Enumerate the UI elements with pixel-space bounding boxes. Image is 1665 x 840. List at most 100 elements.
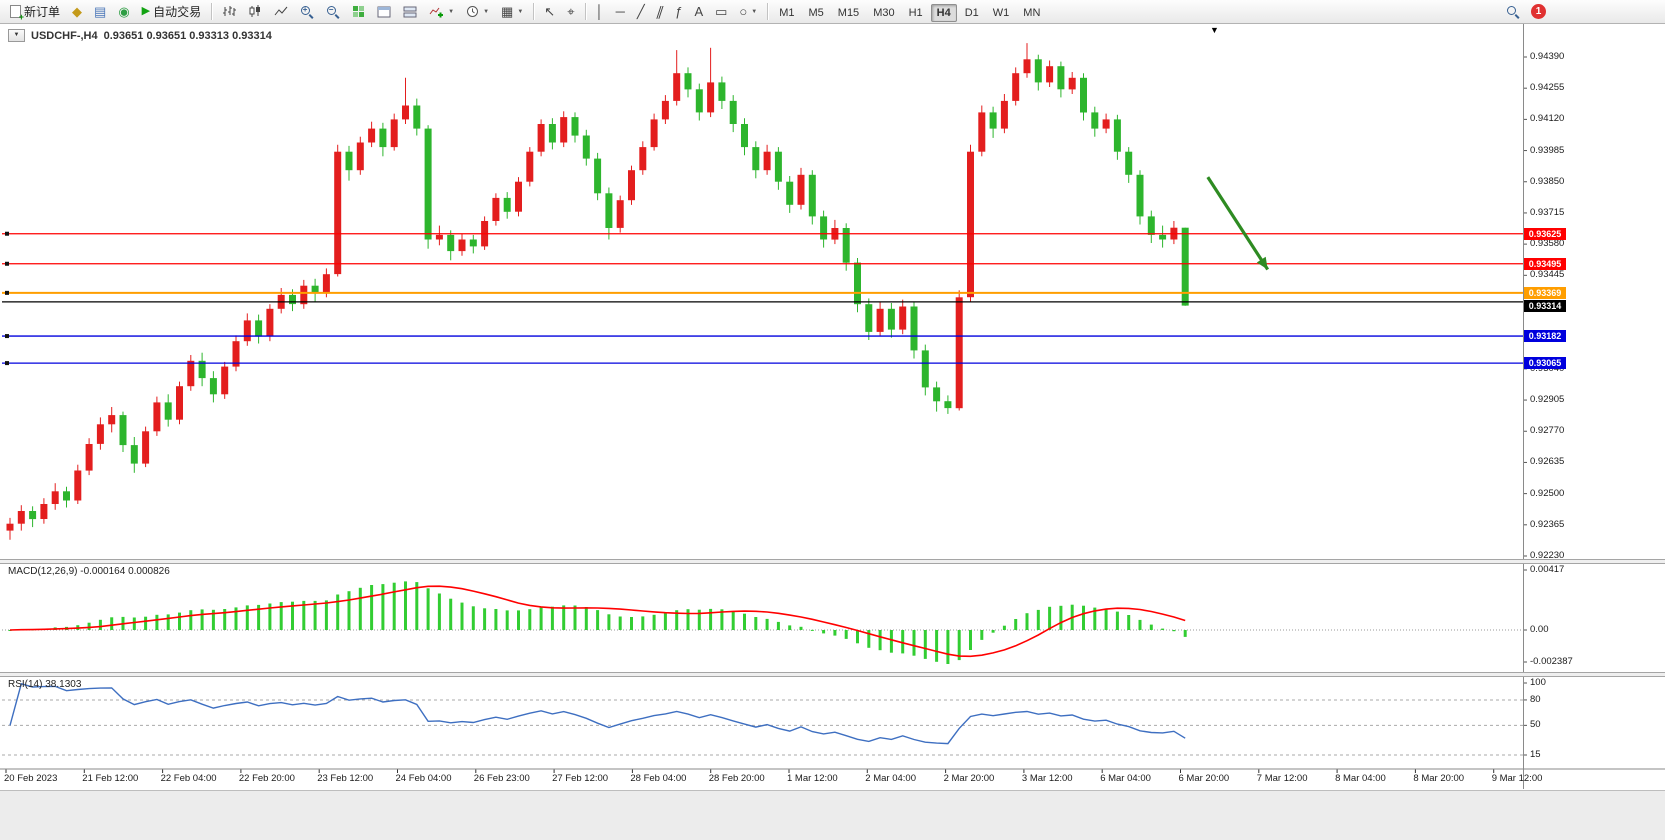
- price-axis-label: 0.92905: [1530, 394, 1565, 406]
- chart-list-icon: ◆: [72, 4, 83, 19]
- timeframe-h1-button[interactable]: H1: [908, 6, 923, 19]
- price-axis-label: 0.94120: [1530, 113, 1565, 125]
- indicators-button[interactable]: ▼: [424, 1, 459, 23]
- trendline-icon: ╱: [636, 4, 645, 19]
- time-axis-label: 2 Mar 20:00: [943, 773, 995, 784]
- text-button[interactable]: A: [689, 1, 708, 23]
- hline-price-label[interactable]: 0.93182: [1524, 330, 1566, 343]
- fibonacci-button[interactable]: ƒ: [670, 1, 687, 23]
- shapes-icon: ○: [739, 4, 748, 19]
- channel-button[interactable]: ∥: [652, 1, 669, 23]
- time-axis-label: 6 Mar 04:00: [1100, 773, 1151, 784]
- timeframe-m30-button[interactable]: M30: [873, 6, 895, 19]
- main-toolbar: 新订单 ◆ ▤ ◉ ▶ 自动交易 + − ▼ ▼ ▦▼ ↖ ⌖ │ ─ ╱ ∥ …: [0, 0, 1665, 24]
- hline-price-label[interactable]: 0.93065: [1524, 357, 1566, 370]
- macd-label: MACD(12,26,9) -0.000164 0.000826: [8, 566, 170, 577]
- shapes-button[interactable]: ○ ▼: [734, 1, 762, 23]
- rsi-line: [9, 682, 1186, 745]
- price-axis-label: 0.93445: [1530, 269, 1565, 281]
- crosshair-button[interactable]: ⌖: [562, 1, 579, 23]
- time-axis-label: 23 Feb 12:00: [317, 773, 374, 784]
- templates-button[interactable]: ▦ ▼: [496, 1, 528, 23]
- timeframe-h4-button[interactable]: H4: [930, 3, 957, 22]
- bid-price-label: 0.93314: [1524, 299, 1566, 312]
- timeframe-group: M1 M5 M15 M30 H1 H4 D1 W1 MN: [772, 3, 1047, 22]
- time-axis-label: 28 Feb 04:00: [630, 773, 687, 784]
- bar-chart-button[interactable]: [217, 1, 241, 23]
- time-axis-label: 3 Mar 12:00: [1021, 773, 1073, 784]
- template-icon: ▦: [501, 4, 514, 19]
- toolbar-separator: [584, 3, 586, 20]
- tester-icon: ◉: [118, 4, 130, 19]
- search-icon[interactable]: [1506, 5, 1520, 19]
- new-order-label: 新订单: [24, 5, 61, 19]
- zoom-out-button[interactable]: −: [321, 1, 345, 23]
- time-axis-label: 1 Mar 12:00: [787, 773, 838, 784]
- rsi-panel-splitter[interactable]: [0, 672, 1665, 677]
- toolbar-right-group: 1: [1506, 4, 1546, 19]
- auto-trading-button[interactable]: ▶ 自动交易: [137, 1, 206, 23]
- time-axis-label: 22 Feb 04:00: [160, 773, 217, 784]
- line-chart-button[interactable]: [269, 1, 293, 23]
- hline-price-label[interactable]: 0.93495: [1524, 257, 1566, 270]
- bar-chart-icon: [223, 6, 237, 16]
- candle-chart-button[interactable]: [243, 1, 267, 23]
- zoom-out-icon: −: [326, 5, 340, 19]
- time-axis-label: 22 Feb 20:00: [238, 773, 295, 784]
- text-label-icon: ▭: [715, 4, 728, 19]
- time-axis-label: 9 Mar 12:00: [1491, 773, 1543, 784]
- timeframe-mn-button[interactable]: MN: [1023, 6, 1041, 19]
- timeframe-m5-button[interactable]: M5: [808, 6, 824, 19]
- price-axis-label: 0.92635: [1530, 456, 1565, 468]
- timeframe-w1-button[interactable]: W1: [992, 6, 1010, 19]
- trend-arrow[interactable]: [1206, 176, 1270, 271]
- line-handle: [5, 290, 9, 295]
- price-axis-label: 0.93715: [1530, 206, 1565, 218]
- text-icon: A: [694, 4, 704, 19]
- tile-windows-button[interactable]: [347, 1, 370, 23]
- timeframe-m15-button[interactable]: M15: [837, 6, 860, 19]
- trendline-button[interactable]: ╱: [632, 1, 650, 23]
- line-chart-icon: [274, 6, 288, 16]
- hline-price-label[interactable]: 0.93625: [1524, 227, 1566, 240]
- tile-horizontal-button[interactable]: [398, 1, 422, 23]
- cascade-windows-button[interactable]: [372, 1, 396, 23]
- time-axis-label: 20 Feb 2023: [4, 773, 58, 784]
- macd-axis-label: 0.00417: [1530, 564, 1565, 575]
- macd-signal-line: [9, 585, 1186, 658]
- line-handle: [5, 361, 9, 366]
- ohlc-values-label: 0.93651 0.93651 0.93313 0.93314: [103, 29, 272, 42]
- macd-panel-splitter[interactable]: [0, 559, 1665, 564]
- toolbar-separator: [211, 3, 213, 20]
- tile-horizontal-icon: [403, 6, 417, 17]
- cursor-button[interactable]: ↖: [539, 1, 560, 23]
- horizontal-line-icon: ─: [615, 4, 625, 19]
- line-handle: [5, 334, 9, 339]
- notification-badge[interactable]: 1: [1531, 4, 1546, 19]
- chart-shift-marker-icon[interactable]: ▼: [1210, 25, 1219, 35]
- dropdown-arrow-icon: ▼: [751, 8, 758, 15]
- hline-price-label[interactable]: 0.93369: [1524, 286, 1566, 299]
- text-label-button[interactable]: ▭: [710, 1, 732, 23]
- strategy-tester-button[interactable]: ◉: [113, 1, 134, 23]
- vertical-line-button[interactable]: │: [591, 1, 609, 23]
- cascade-windows-icon: [377, 6, 391, 17]
- time-axis-label: 24 Feb 04:00: [395, 773, 452, 784]
- horizontal-line-button[interactable]: ─: [611, 1, 630, 23]
- zoom-in-button[interactable]: +: [295, 1, 319, 23]
- profiles-button[interactable]: ▤: [89, 1, 111, 23]
- dropdown-arrow-icon: ▼: [448, 8, 455, 15]
- macd-histogram: [8, 581, 1187, 664]
- periods-button[interactable]: ▼: [461, 1, 494, 23]
- rsi-axis-label: 15: [1530, 749, 1541, 760]
- symbol-dropdown-button[interactable]: ▼: [8, 29, 25, 42]
- timeframe-d1-button[interactable]: D1: [964, 6, 979, 19]
- macd-axis-label: -0.002387: [1530, 656, 1573, 667]
- chart-list-button[interactable]: ◆: [67, 1, 87, 23]
- new-order-button[interactable]: 新订单: [5, 1, 65, 23]
- time-axis-label: 28 Feb 20:00: [708, 773, 765, 784]
- window-bottom-area: [0, 790, 1665, 840]
- timeframe-m1-button[interactable]: M1: [779, 6, 795, 19]
